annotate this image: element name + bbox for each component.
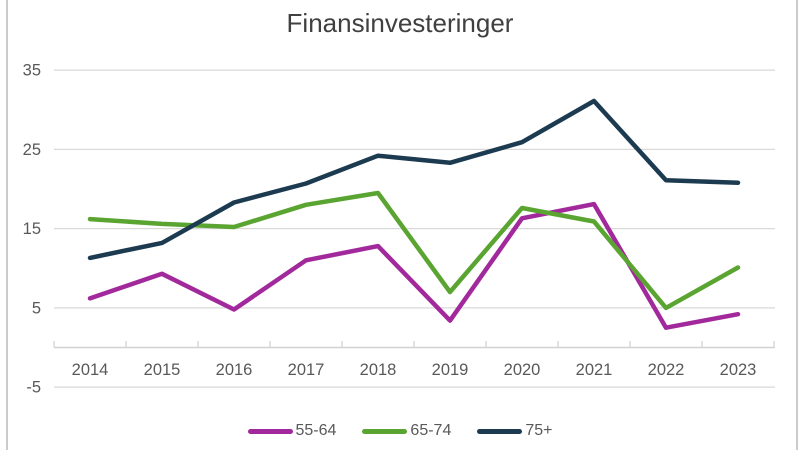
x-axis-label: 2018 <box>360 361 397 379</box>
series-line-75+[interactable] <box>87 98 741 261</box>
legend-label: 65-74 <box>410 422 452 439</box>
x-axis-label: 2017 <box>288 361 325 379</box>
x-axis-label: 2014 <box>72 361 109 379</box>
x-axis-label: 2023 <box>720 361 757 379</box>
y-axis-tick-label: -5 <box>26 379 41 397</box>
legend-item-75+[interactable]: 75+ <box>477 422 552 440</box>
x-axis-label: 2019 <box>432 361 469 379</box>
series-line-65-74[interactable] <box>87 190 741 311</box>
legend-label: 55-64 <box>295 422 337 439</box>
legend-swatch-55-64 <box>247 428 293 434</box>
chart-legend: 55-64 65-74 75+ <box>0 420 800 442</box>
x-axis-label: 2020 <box>504 361 541 379</box>
legend-item-65-74[interactable]: 65-74 <box>362 422 451 440</box>
x-axis-label: 2021 <box>576 361 613 379</box>
legend-swatch-65-74 <box>362 428 408 434</box>
y-axis-tick-label: 25 <box>23 141 41 159</box>
x-axis-label: 2022 <box>648 361 685 379</box>
y-axis-tick-label: 35 <box>23 62 41 80</box>
chart-title: Finansinvesteringer <box>286 8 514 38</box>
window-left-border <box>6 0 8 450</box>
series-line-55-64[interactable] <box>87 201 741 330</box>
y-axis-tick-label: 5 <box>32 299 41 317</box>
legend-swatch-75+ <box>477 428 523 434</box>
legend-label: 75+ <box>525 422 553 439</box>
legend-item-55-64[interactable]: 55-64 <box>247 422 337 440</box>
window-right-border <box>796 0 798 450</box>
x-axis-label: 2016 <box>216 361 253 379</box>
x-axis-label: 2015 <box>144 361 181 379</box>
y-axis-tick-label: 15 <box>23 220 41 238</box>
